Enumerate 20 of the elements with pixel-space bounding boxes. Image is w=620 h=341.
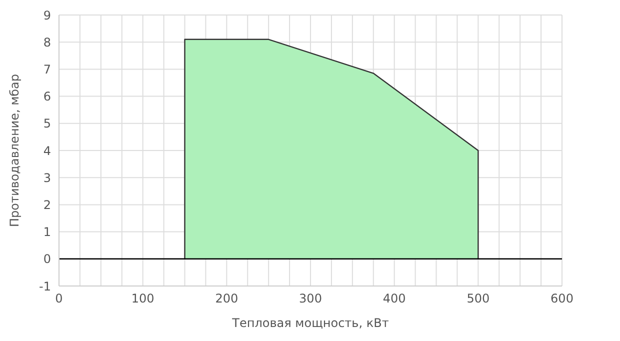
x-axis-title: Тепловая мощность, кВт: [231, 316, 389, 330]
y-tick-label: 4: [43, 144, 51, 158]
x-tick-label: 300: [299, 292, 322, 306]
y-axis-title: Противодавление, мбар: [7, 74, 22, 228]
x-tick-label: 500: [466, 292, 490, 306]
x-tick-label: 100: [131, 292, 154, 306]
y-tick-label: 2: [43, 198, 51, 212]
y-tick-label: 6: [43, 90, 51, 104]
y-tick-label: 3: [43, 170, 51, 185]
y-tick-label: 8: [43, 35, 51, 50]
x-tick-label: 0: [55, 292, 63, 306]
y-tick-label: 0: [43, 252, 51, 266]
y-tick-label: 7: [43, 62, 51, 76]
y-tick-label: 1: [43, 225, 51, 240]
x-tick-label: 600: [550, 292, 574, 306]
y-tick-label: 9: [43, 8, 51, 22]
x-tick-label: 200: [215, 292, 238, 306]
y-tick-label: -1: [39, 279, 51, 294]
x-tick-label: 400: [382, 292, 406, 306]
y-tick-label: 5: [43, 116, 51, 131]
